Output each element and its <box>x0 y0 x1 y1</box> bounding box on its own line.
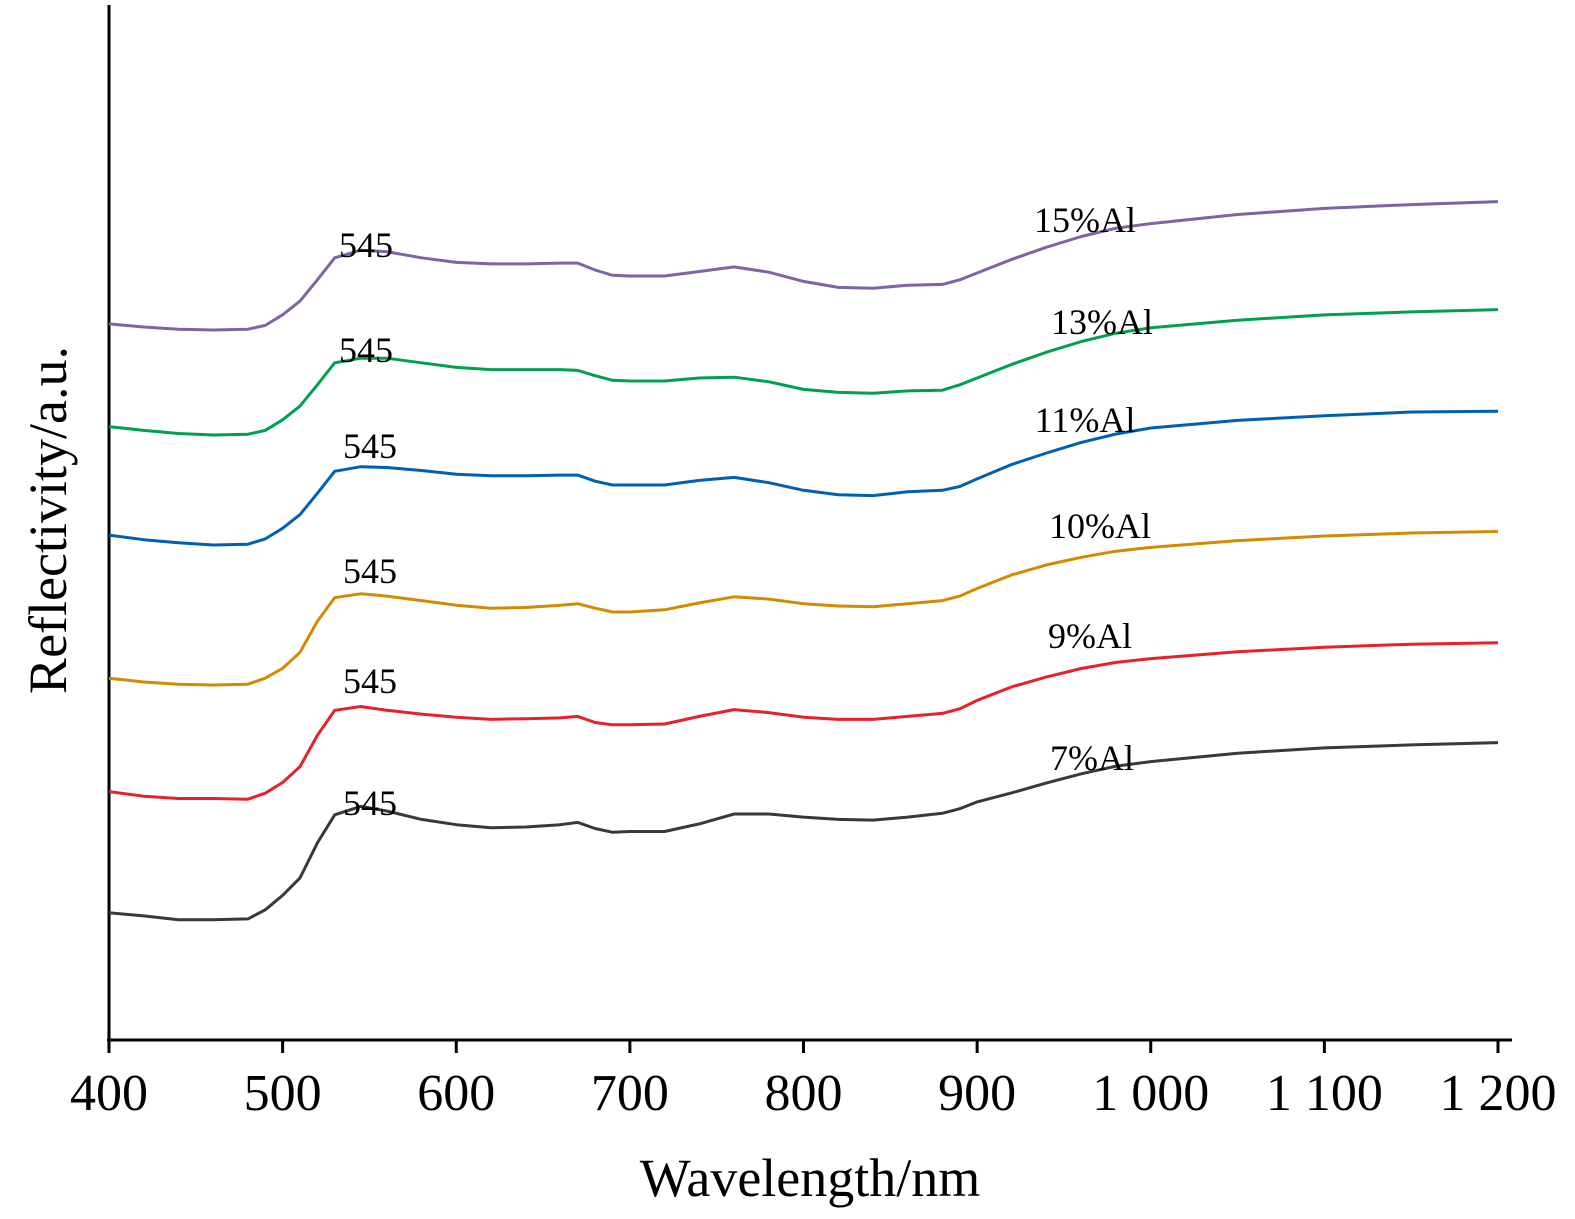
x-tick-label: 500 <box>244 1065 322 1122</box>
x-tick-label: 1 200 <box>1440 1065 1557 1122</box>
x-tick-label: 800 <box>765 1065 843 1122</box>
series-name-label: 10%Al <box>1049 506 1151 546</box>
series-line <box>108 530 1499 687</box>
peak-label: 545 <box>339 330 393 370</box>
series-name-label: 15%Al <box>1034 200 1136 240</box>
series-name-label: 7%Al <box>1050 738 1134 778</box>
x-axis-title: Wavelength/nm <box>640 1148 981 1208</box>
x-tick-label: 1 000 <box>1092 1065 1209 1122</box>
series-name-label: 13%Al <box>1051 302 1153 342</box>
peak-label: 545 <box>343 426 397 466</box>
series-name-label: 9%Al <box>1048 616 1132 656</box>
series-line <box>108 308 1499 437</box>
x-tick-label: 600 <box>417 1065 495 1122</box>
peak-label: 545 <box>343 783 397 823</box>
series-line <box>108 200 1499 332</box>
series-line <box>108 409 1499 547</box>
x-tick-label: 1 100 <box>1266 1065 1383 1122</box>
series-labels: 15%Al 545 13%Al 545 11%Al 545 10%Al 545 9%Al 545 7… <box>339 200 1153 823</box>
peak-label: 545 <box>343 661 397 701</box>
x-tick-label: 900 <box>938 1065 1016 1122</box>
series-line <box>108 741 1499 922</box>
x-ticks: 400 500 600 700 800 900 1 000 1 100 1 200 <box>70 1040 1557 1122</box>
series-layer <box>108 200 1499 922</box>
axes <box>107 5 1512 1042</box>
series-name-label: 11%Al <box>1035 400 1136 440</box>
x-tick-label: 700 <box>591 1065 669 1122</box>
peak-label: 545 <box>343 551 397 591</box>
y-axis-title: Reflectivity/a.u. <box>18 346 78 694</box>
x-tick-label: 400 <box>70 1065 148 1122</box>
peak-label: 545 <box>339 225 393 265</box>
series-line <box>108 641 1499 801</box>
